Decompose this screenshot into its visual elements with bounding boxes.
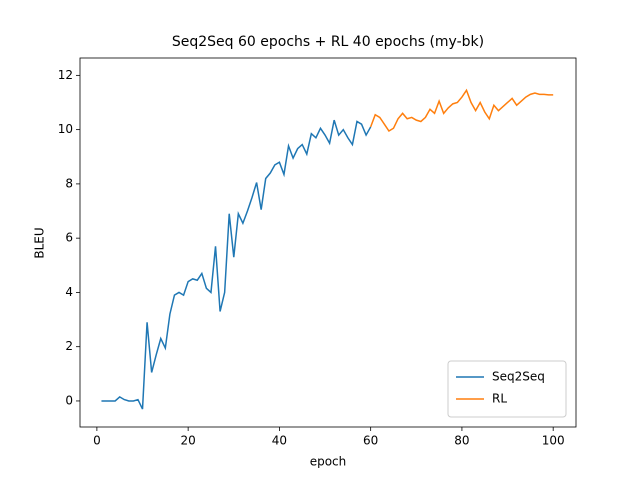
x-tick-label: 20 bbox=[181, 434, 196, 448]
x-axis-label: epoch bbox=[310, 455, 347, 469]
plot-frame bbox=[79, 57, 577, 428]
data-line bbox=[101, 119, 372, 410]
x-tick-label: 0 bbox=[93, 434, 101, 448]
x-tick-label: 40 bbox=[272, 434, 287, 448]
y-tick-label: 2 bbox=[65, 339, 73, 353]
legend-label: RL bbox=[492, 392, 507, 406]
x-tick-label: 80 bbox=[454, 434, 469, 448]
chart-title: Seq2Seq 60 epochs + RL 40 epochs (my-bk) bbox=[172, 34, 484, 50]
legend-box bbox=[447, 360, 567, 418]
y-tick-label: 0 bbox=[65, 393, 73, 407]
y-tick-label: 8 bbox=[65, 176, 73, 190]
y-tick-label: 12 bbox=[58, 68, 73, 82]
y-tick-label: 4 bbox=[65, 285, 73, 299]
data-line bbox=[369, 88, 554, 132]
x-tick-label: 60 bbox=[363, 434, 378, 448]
y-tick-label: 10 bbox=[58, 122, 73, 136]
legend-label: Seq2Seq bbox=[492, 370, 545, 384]
y-tick-label: 6 bbox=[65, 231, 73, 245]
x-tick-label: 100 bbox=[542, 434, 565, 448]
y-axis-label: BLEU bbox=[33, 227, 47, 258]
